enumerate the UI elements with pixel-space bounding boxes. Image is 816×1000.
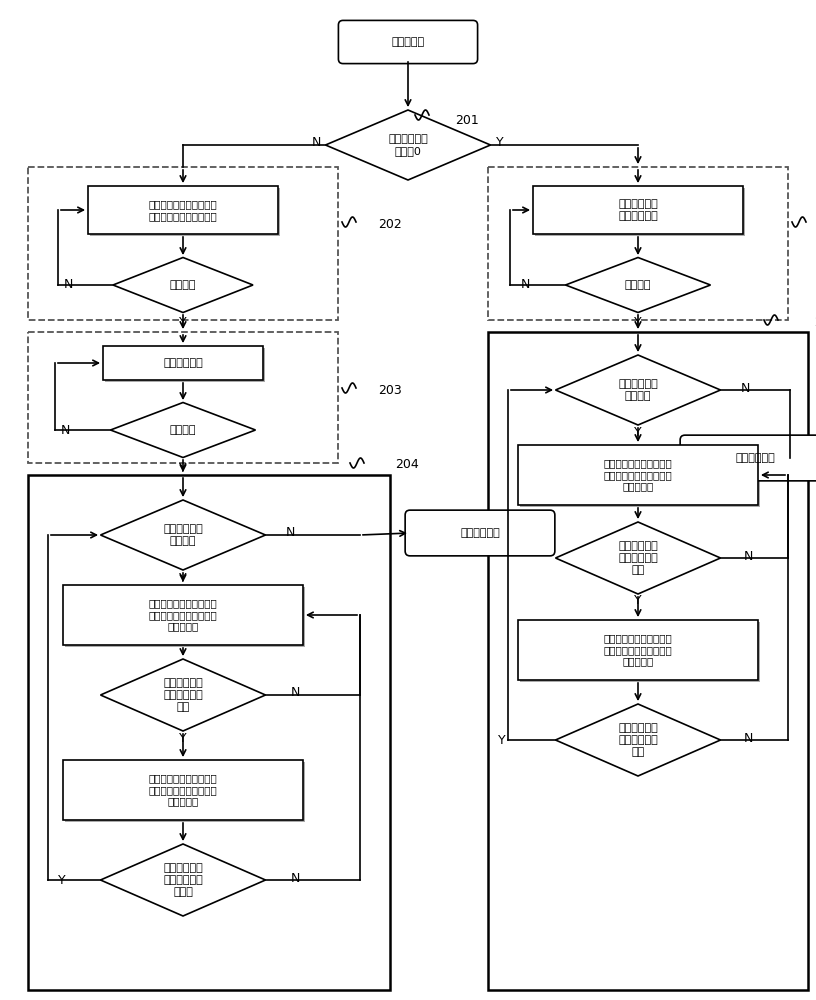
Text: 训练结束: 训练结束 (170, 425, 197, 435)
FancyBboxPatch shape (88, 186, 278, 234)
Text: 各通道利用最小二乘支持
向量机进行预测模型训练: 各通道利用最小二乘支持 向量机进行预测模型训练 (149, 199, 217, 221)
Text: Y: Y (180, 462, 187, 475)
Text: 通道切换训练: 通道切换训练 (163, 358, 203, 368)
Text: 权重及优先级
预设定条件是
否恢复: 权重及优先级 预设定条件是 否恢复 (163, 863, 203, 897)
Polygon shape (100, 659, 265, 731)
Text: N: N (740, 381, 750, 394)
FancyBboxPatch shape (105, 348, 265, 382)
Text: 206: 206 (814, 316, 816, 328)
Text: 训练结束: 训练结束 (625, 280, 651, 290)
Text: 是否继续执行
循环采样: 是否继续执行 循环采样 (163, 524, 203, 546)
FancyBboxPatch shape (65, 762, 305, 822)
Text: Y: Y (634, 426, 642, 440)
Text: 采样分析结束: 采样分析结束 (460, 528, 500, 538)
Text: 202: 202 (378, 218, 401, 231)
Polygon shape (556, 355, 721, 425)
Text: Y: Y (499, 734, 506, 746)
Text: 204: 204 (395, 458, 419, 472)
Text: 权重及优先级
设置条件是否
触发: 权重及优先级 设置条件是否 触发 (619, 541, 658, 575)
Text: 201: 201 (455, 114, 479, 127)
Text: N: N (521, 278, 530, 292)
FancyBboxPatch shape (520, 447, 760, 507)
FancyBboxPatch shape (90, 188, 280, 236)
Text: N: N (290, 871, 299, 884)
Polygon shape (110, 402, 255, 458)
FancyBboxPatch shape (339, 20, 477, 64)
FancyBboxPatch shape (681, 435, 816, 481)
FancyBboxPatch shape (65, 587, 305, 647)
Text: 权重及优先级
变化条件是否
触发: 权重及优先级 变化条件是否 触发 (163, 678, 203, 712)
Text: 通道切换训练
获取切换时间: 通道切换训练 获取切换时间 (619, 199, 658, 221)
Text: Y: Y (634, 316, 642, 330)
Text: Y: Y (180, 732, 187, 744)
Text: 训练结束: 训练结束 (170, 280, 197, 290)
Text: 203: 203 (378, 383, 401, 396)
Text: N: N (743, 732, 752, 744)
Text: 权重及优先级
设置触发条件
恢复: 权重及优先级 设置触发条件 恢复 (619, 723, 658, 757)
Text: N: N (312, 136, 321, 149)
Text: 系统初始化: 系统初始化 (392, 37, 424, 47)
Text: N: N (286, 526, 295, 540)
FancyBboxPatch shape (63, 585, 303, 645)
Text: N: N (64, 278, 73, 292)
Text: 按预设定权重及优先级执
行无输入变量的多通道循
环采样分析: 按预设定权重及优先级执 行无输入变量的多通道循 环采样分析 (604, 458, 672, 492)
Text: Y: Y (634, 594, 642, 607)
FancyBboxPatch shape (103, 346, 263, 380)
FancyBboxPatch shape (63, 760, 303, 820)
Polygon shape (556, 704, 721, 776)
FancyBboxPatch shape (518, 445, 758, 505)
Text: 是否继续执行
循环采样: 是否继续执行 循环采样 (619, 379, 658, 401)
Text: Y: Y (496, 136, 503, 149)
FancyBboxPatch shape (535, 188, 745, 236)
Text: 输入变量数量
是否为0: 输入变量数量 是否为0 (388, 134, 428, 156)
Polygon shape (326, 110, 490, 180)
Text: Y: Y (58, 874, 66, 886)
Polygon shape (100, 844, 265, 916)
Text: Y: Y (180, 316, 187, 330)
Text: 按预设定权重及优先级执
行有输入变量的多通道循
环采样分析: 按预设定权重及优先级执 行有输入变量的多通道循 环采样分析 (149, 598, 217, 632)
Text: 按触发后权重及优先级执
行无输入变量的多通道循
环采样分析: 按触发后权重及优先级执 行无输入变量的多通道循 环采样分析 (604, 633, 672, 667)
Polygon shape (556, 522, 721, 594)
Polygon shape (100, 500, 265, 570)
FancyBboxPatch shape (520, 622, 760, 682)
Polygon shape (113, 257, 253, 312)
Text: N: N (60, 424, 69, 436)
Text: N: N (290, 686, 299, 700)
FancyBboxPatch shape (518, 620, 758, 680)
FancyBboxPatch shape (405, 510, 555, 556)
Text: 采样分析结束: 采样分析结束 (735, 453, 775, 463)
Text: N: N (743, 550, 752, 562)
Polygon shape (565, 257, 711, 312)
FancyBboxPatch shape (533, 186, 743, 234)
Text: 按触发后权重及优先级执
行有输入变量的多通道循
环采样分析: 按触发后权重及优先级执 行有输入变量的多通道循 环采样分析 (149, 773, 217, 807)
Text: Y: Y (180, 572, 187, 584)
